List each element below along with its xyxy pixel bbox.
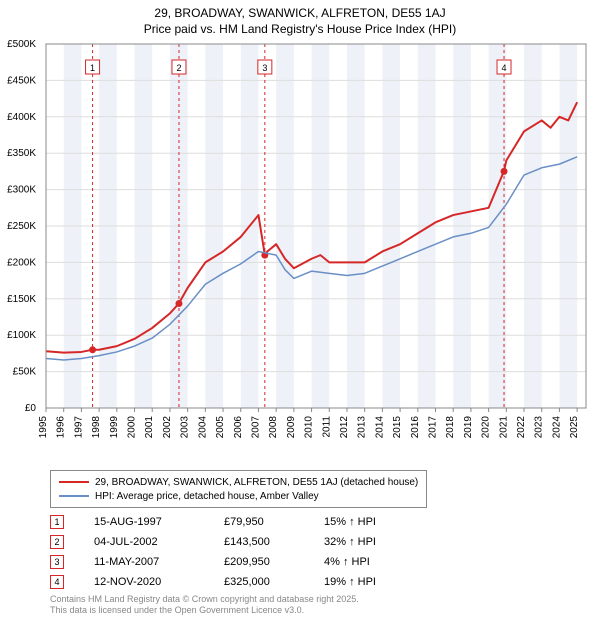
- sale-pct: 19% ↑ HPI: [324, 576, 424, 588]
- svg-text:1999: 1999: [109, 416, 120, 439]
- svg-text:2005: 2005: [215, 416, 226, 439]
- sale-marker-box: 1: [50, 515, 64, 529]
- sale-date: 11-MAY-2007: [94, 556, 224, 568]
- svg-text:2003: 2003: [180, 416, 191, 439]
- svg-text:2006: 2006: [233, 416, 244, 439]
- svg-text:1998: 1998: [91, 416, 102, 439]
- svg-text:2010: 2010: [304, 416, 315, 439]
- svg-text:2021: 2021: [498, 416, 509, 439]
- footer-line-1: Contains HM Land Registry data © Crown c…: [50, 594, 359, 605]
- sale-price: £209,950: [224, 556, 324, 568]
- svg-text:2018: 2018: [445, 416, 456, 439]
- svg-text:2025: 2025: [569, 416, 580, 439]
- sales-table: 1 15-AUG-1997£79,95015% ↑ HPI 2 04-JUL-2002…: [50, 512, 424, 592]
- svg-text:2: 2: [176, 63, 181, 73]
- svg-text:£150K: £150K: [7, 294, 36, 305]
- svg-text:2004: 2004: [197, 416, 208, 439]
- svg-text:1996: 1996: [56, 416, 67, 439]
- sale-marker-box: 3: [50, 555, 64, 569]
- sale-pct: 4% ↑ HPI: [324, 556, 424, 568]
- svg-text:£500K: £500K: [7, 39, 36, 50]
- svg-text:2009: 2009: [286, 416, 297, 439]
- sales-row: 3 11-MAY-2007£209,9504% ↑ HPI: [50, 552, 424, 572]
- svg-text:2024: 2024: [551, 416, 562, 439]
- svg-text:1: 1: [90, 63, 95, 73]
- svg-text:2020: 2020: [481, 416, 492, 439]
- svg-text:£400K: £400K: [7, 112, 36, 123]
- svg-text:£100K: £100K: [7, 330, 36, 341]
- svg-text:2001: 2001: [144, 416, 155, 439]
- svg-text:£0: £0: [25, 403, 37, 414]
- svg-text:2000: 2000: [127, 416, 138, 439]
- sale-marker-box: 2: [50, 535, 64, 549]
- sale-date: 15-AUG-1997: [94, 516, 224, 528]
- svg-text:£350K: £350K: [7, 148, 36, 159]
- sale-date: 12-NOV-2020: [94, 576, 224, 588]
- svg-text:£200K: £200K: [7, 257, 36, 268]
- svg-text:2007: 2007: [250, 416, 261, 439]
- sales-row: 1 15-AUG-1997£79,95015% ↑ HPI: [50, 512, 424, 532]
- legend-label: 29, BROADWAY, SWANWICK, ALFRETON, DE55 1…: [95, 477, 418, 488]
- svg-text:1995: 1995: [38, 416, 49, 439]
- title-line-2: Price paid vs. HM Land Registry's House …: [0, 22, 600, 38]
- svg-text:4: 4: [502, 63, 507, 73]
- svg-text:2012: 2012: [339, 416, 350, 439]
- svg-text:2023: 2023: [534, 416, 545, 439]
- sale-price: £325,000: [224, 576, 324, 588]
- svg-text:£50K: £50K: [13, 367, 37, 378]
- legend-item: HPI: Average price, detached house, Ambe…: [59, 489, 418, 503]
- svg-text:£450K: £450K: [7, 75, 36, 86]
- sale-pct: 32% ↑ HPI: [324, 536, 424, 548]
- svg-text:2002: 2002: [162, 416, 173, 439]
- legend-label: HPI: Average price, detached house, Ambe…: [95, 491, 319, 502]
- chart-footer: Contains HM Land Registry data © Crown c…: [50, 594, 359, 616]
- svg-text:2013: 2013: [357, 416, 368, 439]
- sale-price: £79,950: [224, 516, 324, 528]
- title-line-1: 29, BROADWAY, SWANWICK, ALFRETON, DE55 1…: [0, 6, 600, 22]
- sales-row: 4 12-NOV-2020£325,00019% ↑ HPI: [50, 572, 424, 592]
- svg-text:2019: 2019: [463, 416, 474, 439]
- svg-text:3: 3: [262, 63, 267, 73]
- svg-text:2014: 2014: [374, 416, 385, 439]
- sale-price: £143,500: [224, 536, 324, 548]
- svg-text:2017: 2017: [428, 416, 439, 439]
- svg-text:£300K: £300K: [7, 185, 36, 196]
- legend-item: 29, BROADWAY, SWANWICK, ALFRETON, DE55 1…: [59, 475, 418, 489]
- svg-text:2016: 2016: [410, 416, 421, 439]
- chart-legend: 29, BROADWAY, SWANWICK, ALFRETON, DE55 1…: [50, 470, 427, 508]
- svg-text:2008: 2008: [268, 416, 279, 439]
- chart-title: 29, BROADWAY, SWANWICK, ALFRETON, DE55 1…: [0, 0, 600, 37]
- sale-marker-box: 4: [50, 575, 64, 589]
- svg-text:2015: 2015: [392, 416, 403, 439]
- sales-row: 2 04-JUL-2002£143,50032% ↑ HPI: [50, 532, 424, 552]
- footer-line-2: This data is licensed under the Open Gov…: [50, 605, 359, 616]
- svg-text:2011: 2011: [321, 416, 332, 438]
- svg-text:1997: 1997: [73, 416, 84, 439]
- sale-pct: 15% ↑ HPI: [324, 516, 424, 528]
- svg-text:2022: 2022: [516, 416, 527, 439]
- line-chart: £0£50K£100K£150K£200K£250K£300K£350K£400…: [40, 40, 590, 440]
- chart-container: 29, BROADWAY, SWANWICK, ALFRETON, DE55 1…: [0, 0, 600, 620]
- svg-text:£250K: £250K: [7, 221, 36, 232]
- legend-swatch: [59, 495, 89, 497]
- legend-swatch: [59, 481, 89, 483]
- sale-date: 04-JUL-2002: [94, 536, 224, 548]
